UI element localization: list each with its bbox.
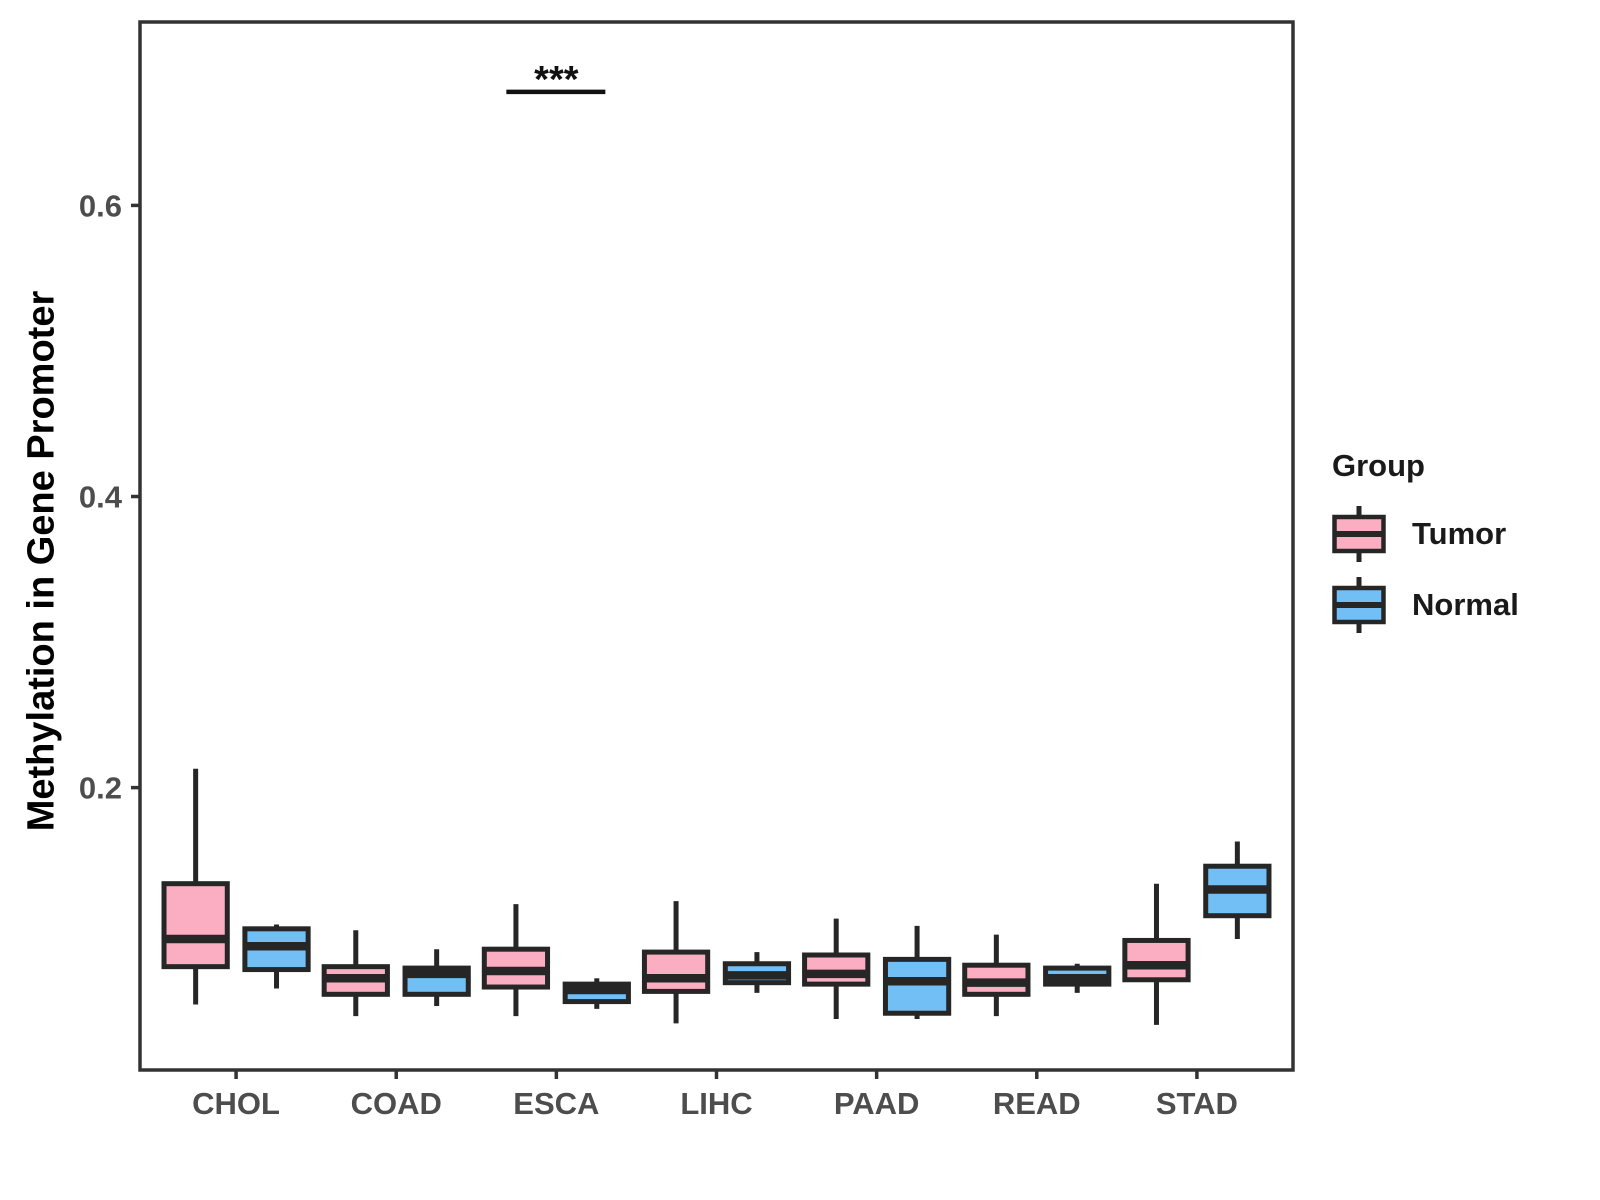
- y-axis-title: Methylation in Gene Promoter: [20, 290, 63, 832]
- x-tick-label-LIHC: LIHC: [680, 1086, 752, 1121]
- y-tick-label-0.6: 0.6: [79, 188, 122, 223]
- box-CHOL-Tumor: [161, 881, 230, 970]
- legend-title: Group: [1332, 448, 1425, 483]
- legend-item-tumor: Tumor: [1332, 504, 1519, 564]
- y-tick-label-0.4: 0.4: [79, 480, 123, 515]
- x-tick-label-COAD: COAD: [351, 1086, 442, 1121]
- legend-label-tumor: Tumor: [1412, 516, 1507, 551]
- legend: Group Tumor Normal: [1332, 448, 1519, 646]
- tumor-boxplot-key-icon: [1332, 506, 1386, 562]
- box-PAAD-Tumor: [802, 952, 871, 987]
- x-tick-label-READ: READ: [993, 1086, 1081, 1121]
- plot-panel: [138, 20, 1295, 1072]
- significance-stars-ESCA: ***: [534, 59, 579, 101]
- normal-boxplot-key-icon: [1332, 577, 1386, 633]
- x-tick-label-PAAD: PAAD: [834, 1086, 920, 1121]
- box-STAD-Tumor: [1122, 937, 1191, 983]
- x-tick-label-CHOL: CHOL: [192, 1086, 280, 1121]
- box-PAAD-Normal: [882, 956, 952, 1016]
- legend-item-normal: Normal: [1332, 575, 1519, 635]
- legend-label-normal: Normal: [1412, 587, 1519, 622]
- x-tick-label-ESCA: ESCA: [513, 1086, 599, 1121]
- y-tick-label-0.2: 0.2: [79, 771, 122, 806]
- box-LIHC-Tumor: [641, 949, 711, 994]
- x-tick-label-STAD: STAD: [1156, 1086, 1238, 1121]
